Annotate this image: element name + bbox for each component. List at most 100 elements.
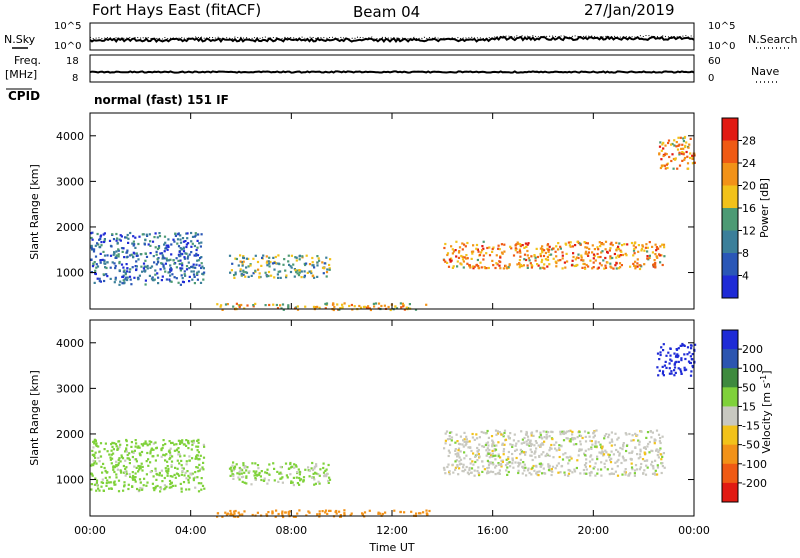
velocity-cell-3 (477, 448, 480, 452)
velocity-cell-1 (297, 468, 300, 471)
power-cell-0 (96, 265, 100, 268)
velocity-cell-0 (154, 441, 157, 444)
velocity-cell-3 (491, 445, 494, 448)
velocity-cell-0 (99, 442, 103, 445)
velocity-colorbar-tick-label-7: -200 (742, 477, 767, 490)
velocity-cell-1 (299, 478, 303, 481)
velocity-cell-3 (457, 449, 460, 452)
velocity-cell-0 (170, 441, 173, 445)
power-cell-0 (177, 232, 180, 235)
power-cell-0 (111, 233, 114, 236)
velocity-cell-3 (494, 466, 497, 469)
power-cell-0 (90, 232, 93, 235)
velocity-cell-1 (239, 468, 242, 471)
velocity-cell-3 (495, 444, 498, 447)
velocity-cell-1 (298, 483, 301, 486)
power-cell-3 (614, 264, 617, 267)
power-cell-3 (632, 249, 636, 252)
velocity-cell-0 (126, 457, 129, 460)
power-cell-0 (108, 239, 112, 242)
power-cell-2 (369, 308, 372, 312)
velocity-cell-0 (179, 482, 182, 485)
power-cell-0 (95, 266, 98, 269)
velocity-cell-0 (174, 476, 177, 479)
velocity-cell-4 (673, 369, 676, 372)
power-cell-3 (548, 253, 551, 256)
velocity-cell-3 (481, 460, 484, 463)
velocity-cell-3 (628, 451, 631, 455)
velocity-cell-1 (230, 466, 233, 469)
velocity-cell-3 (490, 454, 493, 457)
velocity-cell-3 (600, 474, 603, 477)
velocity-cell-0 (131, 476, 134, 480)
velocity-cell-0 (177, 447, 180, 450)
velocity-cell-0 (131, 450, 134, 453)
power-cell-1 (294, 256, 297, 259)
power-colorbar-swatch-1 (722, 140, 738, 164)
power-cell-1 (298, 269, 301, 272)
velocity-cell-3 (594, 474, 597, 477)
velocity-cell-0 (185, 477, 188, 480)
velocity-cell-3 (608, 441, 611, 444)
velocity-cell-3 (477, 473, 481, 476)
power-cell-3 (641, 245, 644, 248)
velocity-cell-3 (497, 462, 500, 465)
velocity-cell-3 (463, 438, 466, 441)
power-cell-3 (446, 253, 449, 257)
power-cell-3 (573, 264, 576, 268)
power-cell-0 (202, 267, 205, 270)
velocity-cell-3 (539, 431, 542, 434)
power-cell-0 (126, 278, 129, 282)
power-cell-3 (482, 254, 485, 257)
velocity-cell-3 (579, 472, 582, 475)
power-cell-0 (154, 273, 157, 276)
velocity-cell-1 (231, 473, 234, 476)
power-cell-1 (296, 272, 299, 275)
velocity-cell-3 (487, 461, 490, 464)
velocity-cell-0 (124, 450, 127, 453)
power-cell-1 (313, 266, 316, 269)
velocity-cell-0 (139, 486, 142, 490)
velocity-unit-suffix: ] (760, 370, 773, 374)
velocity-cell-3 (625, 444, 629, 447)
velocity-cell-3 (647, 442, 650, 446)
velocity-cell-3 (508, 461, 511, 464)
velocity-colorbar-swatch-8 (722, 482, 738, 503)
velocity-cell-1 (242, 462, 245, 465)
power-cell-0 (148, 274, 151, 277)
power-cell-0 (145, 233, 148, 236)
velocity-cell-2 (410, 510, 413, 513)
velocity-cell-3 (562, 439, 566, 442)
velocity-cell-3 (614, 470, 617, 473)
power-cell-0 (103, 279, 106, 283)
power-cell-0 (180, 274, 183, 277)
power-cell-3 (519, 255, 522, 258)
power-cell-0 (193, 235, 196, 238)
velocity-cell-4 (675, 348, 678, 351)
velocity-cell-1 (238, 473, 241, 476)
velocity-cell-2 (384, 511, 387, 514)
power-cell-3 (461, 258, 465, 261)
velocity-cell-3 (500, 459, 503, 462)
power-cell-3 (516, 263, 519, 266)
power-ytick-label-1: 2000 (56, 221, 84, 234)
power-cell-3 (482, 240, 485, 243)
power-cell-0 (117, 253, 120, 256)
power-cell-3 (488, 246, 491, 249)
velocity-cell-1 (257, 467, 260, 470)
velocity-cell-3 (534, 456, 537, 459)
velocity-cell-1 (292, 476, 295, 479)
power-cell-0 (136, 254, 139, 257)
velocity-cell-3 (588, 460, 592, 463)
velocity-cell-1 (311, 461, 314, 465)
power-cell-3 (659, 245, 662, 248)
velocity-cell-3 (535, 447, 538, 450)
power-cell-0 (165, 246, 168, 249)
power-cell-1 (290, 266, 293, 269)
velocity-cell-3 (566, 437, 569, 440)
velocity-cell-3 (657, 456, 660, 459)
velocity-cell-0 (136, 446, 139, 449)
power-cell-1 (316, 255, 319, 258)
